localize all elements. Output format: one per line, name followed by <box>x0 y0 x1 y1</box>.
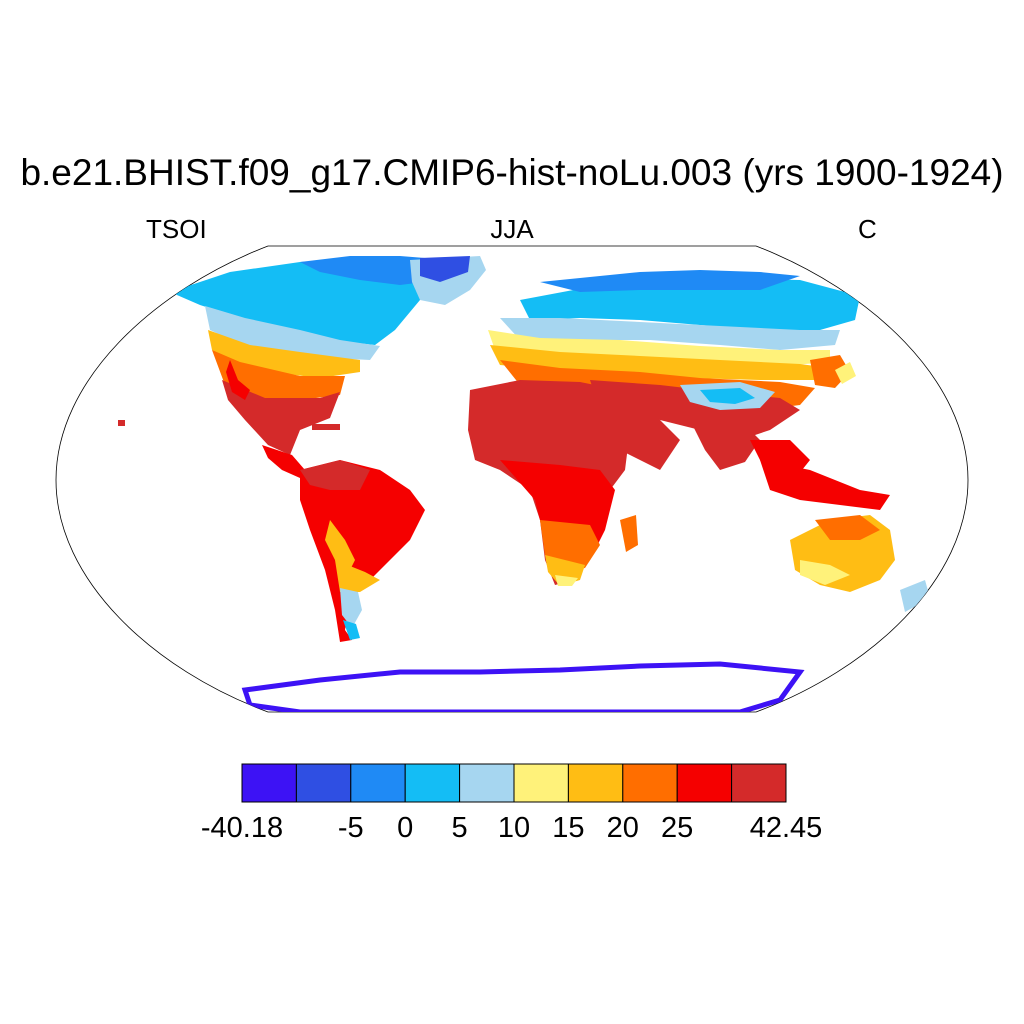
colorbar-tick-label: 25 <box>661 812 694 844</box>
colorbar-box <box>295 763 352 803</box>
colorbar-tick-label: 0 <box>397 812 414 844</box>
greenland-ice <box>420 256 470 282</box>
colorbar-box <box>567 763 624 803</box>
colorbar-box <box>459 763 515 803</box>
land-fill <box>118 256 930 712</box>
colorbar-tick-label: 20 <box>606 812 639 844</box>
antarctica <box>241 661 805 712</box>
north-america <box>170 256 470 478</box>
colorbar-tick-label: -40.18 <box>200 812 284 844</box>
colorbar-tick-label: 5 <box>451 812 468 844</box>
africa <box>468 380 680 586</box>
colorbar-box <box>350 763 406 803</box>
colorbar-tick-label: 15 <box>552 812 585 844</box>
units-label: C <box>858 214 877 244</box>
plot-title: b.e21.BHIST.f09_g17.CMIP6-hist-noLu.003 … <box>20 152 1004 193</box>
colorbar-box <box>513 763 569 803</box>
hawaii <box>118 420 125 426</box>
caribbean <box>312 424 340 430</box>
colorbar-tick-label: 10 <box>497 812 531 844</box>
season-label: JJA <box>490 214 534 244</box>
colorbar-box <box>622 763 678 803</box>
colorbar-box <box>404 763 461 803</box>
colorbar-box <box>241 763 297 803</box>
colorbar-box <box>676 763 733 803</box>
eurasia <box>488 270 860 485</box>
colorbar-box <box>731 763 787 803</box>
variable-label: TSOI <box>146 214 207 244</box>
colorbar-tick-label: -5 <box>337 812 364 844</box>
colorbar-tick-label: 42.45 <box>749 812 823 844</box>
australia <box>760 460 930 612</box>
south-america <box>300 460 425 642</box>
